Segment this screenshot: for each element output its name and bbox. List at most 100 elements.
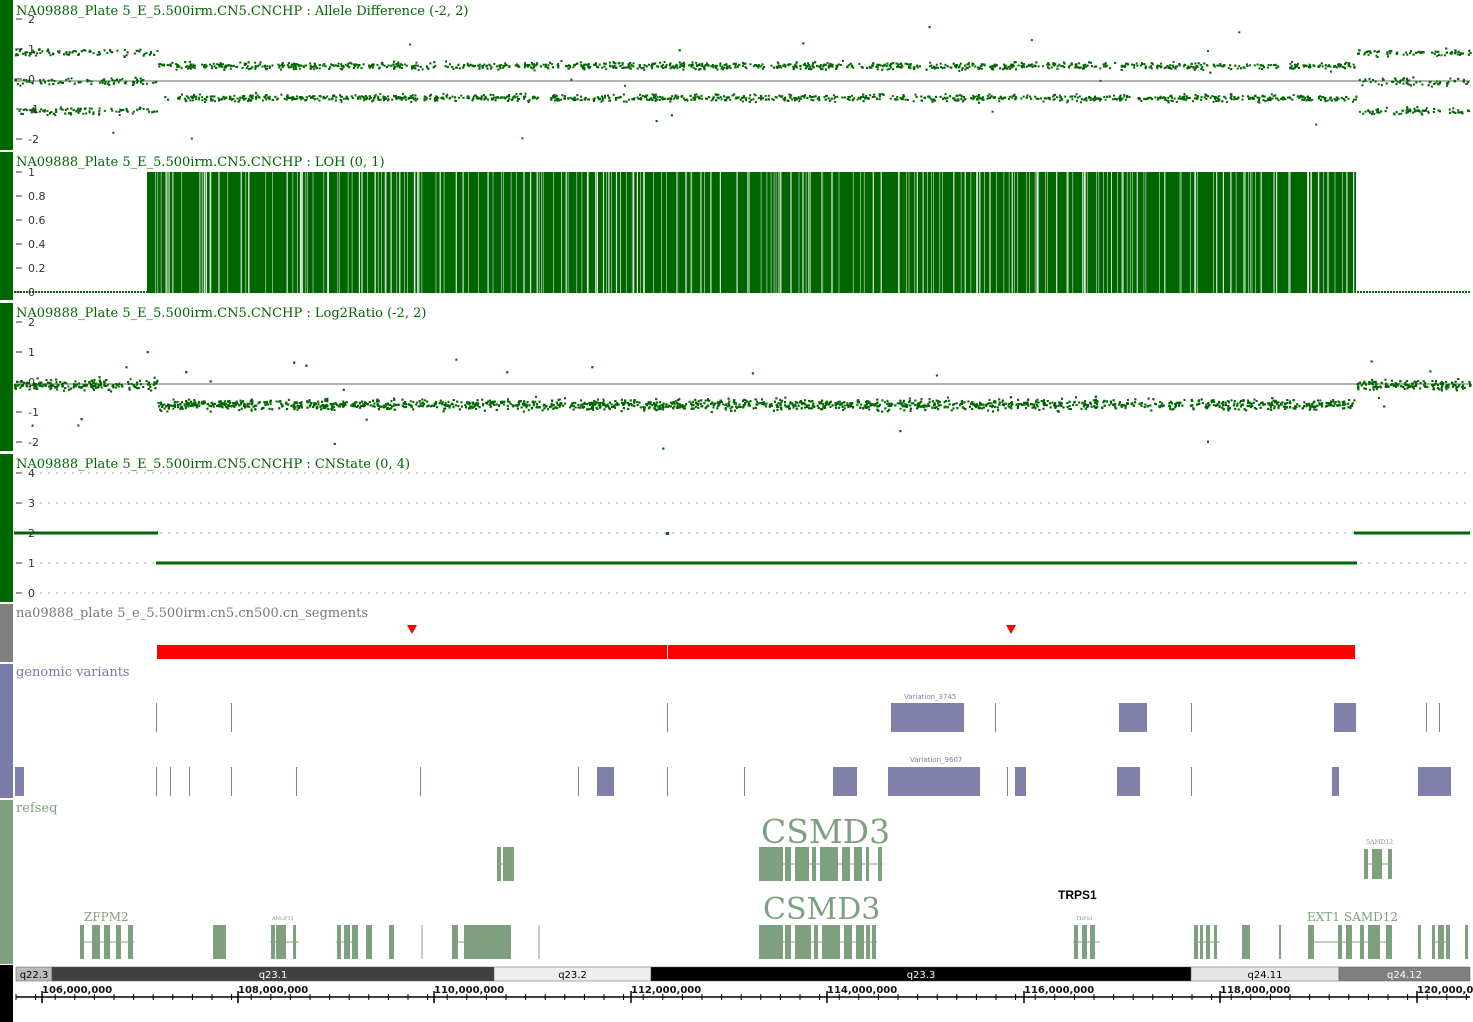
- loh-zero-point: [1378, 291, 1380, 293]
- allele-point: [1170, 94, 1173, 97]
- allele-point: [1123, 95, 1126, 98]
- allele-point: [715, 99, 718, 102]
- allele-point: [1045, 97, 1048, 100]
- allele-point: [1256, 96, 1259, 99]
- allele-point: [1020, 61, 1023, 64]
- allele-point: [1272, 64, 1275, 67]
- log2-point: [527, 409, 530, 412]
- allele-point: [1275, 97, 1278, 100]
- allele-point: [1017, 64, 1020, 67]
- allele-point: [1399, 79, 1402, 82]
- allele-point: [1157, 96, 1160, 99]
- allele-point: [209, 63, 211, 66]
- allele-point: [691, 63, 694, 66]
- allele-point: [764, 94, 767, 97]
- allele-point: [1203, 62, 1206, 65]
- track-color-bar: [0, 303, 13, 451]
- log2ratio-track[interactable]: 2 1 0 -1 -2 NA09888_Plate 5_E_5.500irm.CN5.C…: [0, 303, 1473, 451]
- allele-point: [321, 64, 324, 67]
- allele-point: [1120, 65, 1123, 68]
- allele-point: [1047, 62, 1050, 65]
- allele-point: [1425, 109, 1427, 112]
- loh-zero-point: [1468, 291, 1470, 293]
- loh-track[interactable]: 1 0.8 0.6 0.4 0.2 0 NA09888_Plate 5_E_5.500ir…: [0, 152, 1473, 300]
- allele-point: [209, 97, 212, 100]
- allele-point: [694, 68, 697, 71]
- allele-point: [989, 96, 991, 99]
- allele-point: [313, 98, 316, 101]
- allele-point: [865, 95, 867, 98]
- allele-point: [1446, 84, 1448, 87]
- allele-point: [88, 111, 91, 114]
- allele-point: [1078, 62, 1081, 65]
- allele-point: [1140, 100, 1143, 102]
- allele-point: [1264, 100, 1267, 103]
- allele-point: [851, 99, 854, 102]
- allele-point: [445, 60, 447, 63]
- allele-point: [1213, 64, 1216, 67]
- allele-point: [544, 63, 547, 66]
- allele-point: [603, 65, 606, 68]
- allele-point: [1176, 65, 1178, 68]
- allele-point: [297, 64, 300, 66]
- allele-point: [991, 68, 994, 71]
- allele-point: [1234, 64, 1237, 67]
- allele-point: [1089, 61, 1092, 64]
- allele-point: [878, 94, 881, 97]
- allele-point: [523, 66, 526, 69]
- log2-point: [599, 405, 602, 408]
- allele-point: [629, 62, 632, 65]
- allele-point: [466, 95, 469, 98]
- axis-tick-label: 1: [28, 166, 35, 179]
- allele-point: [906, 63, 909, 66]
- allele-point: [417, 64, 420, 67]
- allele-point: [1450, 52, 1453, 55]
- allele-point: [524, 63, 526, 66]
- allele-point: [1297, 67, 1300, 69]
- allele-point: [1352, 63, 1355, 66]
- allele-point: [185, 95, 188, 98]
- allele-point: [490, 66, 493, 69]
- allele-point: [305, 96, 308, 99]
- allele-point: [735, 97, 737, 100]
- allele-point: [341, 95, 343, 98]
- allele-point: [162, 64, 165, 67]
- allele-point: [1308, 98, 1311, 101]
- allele-point: [712, 66, 715, 69]
- allele-point: [1012, 65, 1015, 68]
- allele-point: [1409, 50, 1412, 53]
- allele-point: [1115, 98, 1118, 101]
- allele-point: [828, 66, 831, 69]
- allele-point: [482, 65, 485, 67]
- log2-point: [811, 407, 814, 410]
- allele-point: [492, 94, 495, 96]
- allele-point: [139, 77, 142, 80]
- allele-point: [1420, 112, 1423, 115]
- allele-point: [762, 67, 765, 70]
- allele-point: [1158, 65, 1161, 68]
- allele-point: [1270, 64, 1273, 67]
- allele-point: [1212, 100, 1215, 103]
- allele-point: [524, 64, 527, 67]
- allele-point: [1113, 97, 1116, 100]
- allele-point: [794, 63, 797, 66]
- allele-difference-track[interactable]: 2 1 0 -1 -2 NA09888_Plate 5_E_5.500irm.CN5.C…: [0, 0, 1473, 150]
- allele-point: [1002, 68, 1005, 71]
- allele-point: [24, 54, 27, 57]
- allele-point: [804, 62, 806, 65]
- allele-point: [881, 68, 884, 71]
- log2-point: [392, 404, 395, 407]
- allele-point: [1402, 53, 1405, 56]
- axis-tick-label: -1: [28, 103, 39, 116]
- allele-point: [44, 109, 46, 112]
- allele-point: [1447, 80, 1450, 83]
- allele-point: [213, 95, 216, 98]
- allele-point: [434, 64, 437, 67]
- allele-point: [333, 94, 336, 97]
- allele-point: [819, 67, 822, 70]
- allele-point: [342, 66, 345, 68]
- allele-point: [885, 65, 888, 68]
- allele-point: [1223, 95, 1226, 98]
- allele-point: [457, 63, 460, 66]
- loh-zero-point: [41, 291, 43, 293]
